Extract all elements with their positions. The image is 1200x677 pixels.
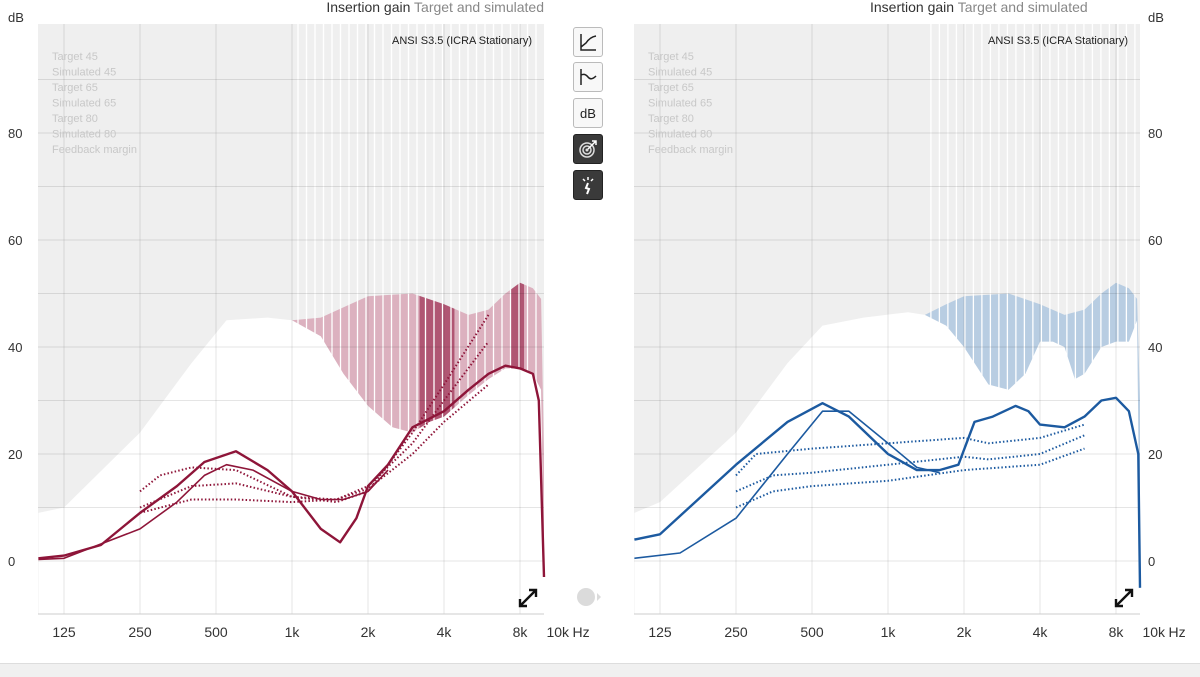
feedback-icon [582, 177, 594, 195]
feedback-button[interactable] [573, 170, 603, 200]
footer-bar [0, 663, 1200, 677]
target-curve-0 [139, 314, 490, 504]
y-axis-label: dB [1148, 10, 1164, 25]
feedback-margin-band [924, 282, 1140, 588]
frequency-response-button[interactable] [573, 62, 603, 92]
x-tick-label: 125 [648, 624, 672, 640]
simulated-curve-0 [38, 364, 546, 578]
x-tick-label: 1k [285, 624, 301, 640]
x-tick-label: 4k [437, 624, 453, 640]
x-tick-label: 500 [204, 624, 228, 640]
expand-icon[interactable] [518, 588, 538, 608]
title-main: Insertion gain [326, 0, 410, 15]
legend-item: Feedback margin [52, 144, 137, 156]
frequency-response-icon [580, 69, 597, 85]
x-tick-label: 8k [513, 624, 529, 640]
chart-title: Insertion gain Target and simulated [326, 0, 544, 15]
x-tick-label: 1k [881, 624, 897, 640]
x-tick-label: 250 [128, 624, 152, 640]
legend-item: Simulated 45 [648, 67, 712, 79]
feedback-margin-band [292, 282, 544, 577]
x-unit-label: Hz [572, 624, 589, 640]
legend-item: Simulated 80 [648, 129, 712, 141]
io-curve-icon [580, 34, 597, 51]
expand-icon[interactable] [1114, 588, 1134, 608]
legend-item: Target 45 [52, 51, 98, 63]
max-gain-region [38, 317, 545, 626]
title-sub: Target and simulated [410, 0, 544, 15]
legend-item: Target 80 [52, 113, 98, 125]
x-tick-label: 8k [1109, 624, 1125, 640]
title-main: Insertion gain [870, 0, 954, 15]
chart-title: Insertion gain Target and simulated [870, 0, 1088, 15]
max-gain-region [634, 312, 1140, 626]
y-tick-label: 80 [1148, 126, 1162, 141]
x-tick-label: 2k [957, 624, 973, 640]
target-curve-2 [139, 383, 490, 514]
y-tick-label: 40 [8, 340, 22, 355]
target-curve-2 [735, 447, 1085, 509]
title-sub: Target and simulated [954, 0, 1088, 15]
legend-item: Target 65 [648, 82, 694, 94]
y-axis-label: dB [8, 10, 24, 25]
legend-item: Feedback margin [648, 144, 733, 156]
x-tick-label: 250 [724, 624, 748, 640]
x-tick-label: 10k [546, 624, 570, 640]
x-tick-label: 10k [1142, 624, 1166, 640]
x-tick-label: 500 [800, 624, 824, 640]
target-curve-0 [735, 423, 1085, 477]
db-button[interactable]: dB [573, 98, 603, 128]
simulated-curve-1 [38, 463, 389, 561]
speaker-icon[interactable] [574, 585, 604, 609]
target-button[interactable] [573, 134, 603, 164]
y-tick-label: 0 [8, 554, 15, 569]
io-curve-button[interactable] [573, 27, 603, 57]
y-tick-label: 20 [1148, 447, 1162, 462]
legend-item: Simulated 45 [52, 67, 116, 79]
legend-item: Simulated 65 [648, 98, 712, 110]
target-icon [579, 140, 597, 158]
y-tick-label: 40 [1148, 340, 1162, 355]
target-curve-1 [139, 340, 490, 509]
x-tick-label: 125 [52, 624, 76, 640]
target-curve-1 [735, 434, 1085, 493]
simulated-curve-1 [634, 410, 940, 560]
legend-item: Simulated 80 [52, 129, 116, 141]
simulated-curve-0 [634, 396, 1142, 588]
y-tick-label: 60 [1148, 233, 1162, 248]
x-unit-label: Hz [1168, 624, 1185, 640]
y-tick-label: 0 [1148, 554, 1155, 569]
x-tick-label: 2k [361, 624, 377, 640]
y-tick-label: 60 [8, 233, 22, 248]
legend-item: Simulated 65 [52, 98, 116, 110]
x-tick-label: 4k [1033, 624, 1049, 640]
standard-label: ANSI S3.5 (ICRA Stationary) [988, 35, 1128, 47]
standard-label: ANSI S3.5 (ICRA Stationary) [392, 35, 532, 47]
legend-item: Target 45 [648, 51, 694, 63]
legend-item: Target 80 [648, 113, 694, 125]
y-tick-label: 80 [8, 126, 22, 141]
legend-item: Target 65 [52, 82, 98, 94]
y-tick-label: 20 [8, 447, 22, 462]
